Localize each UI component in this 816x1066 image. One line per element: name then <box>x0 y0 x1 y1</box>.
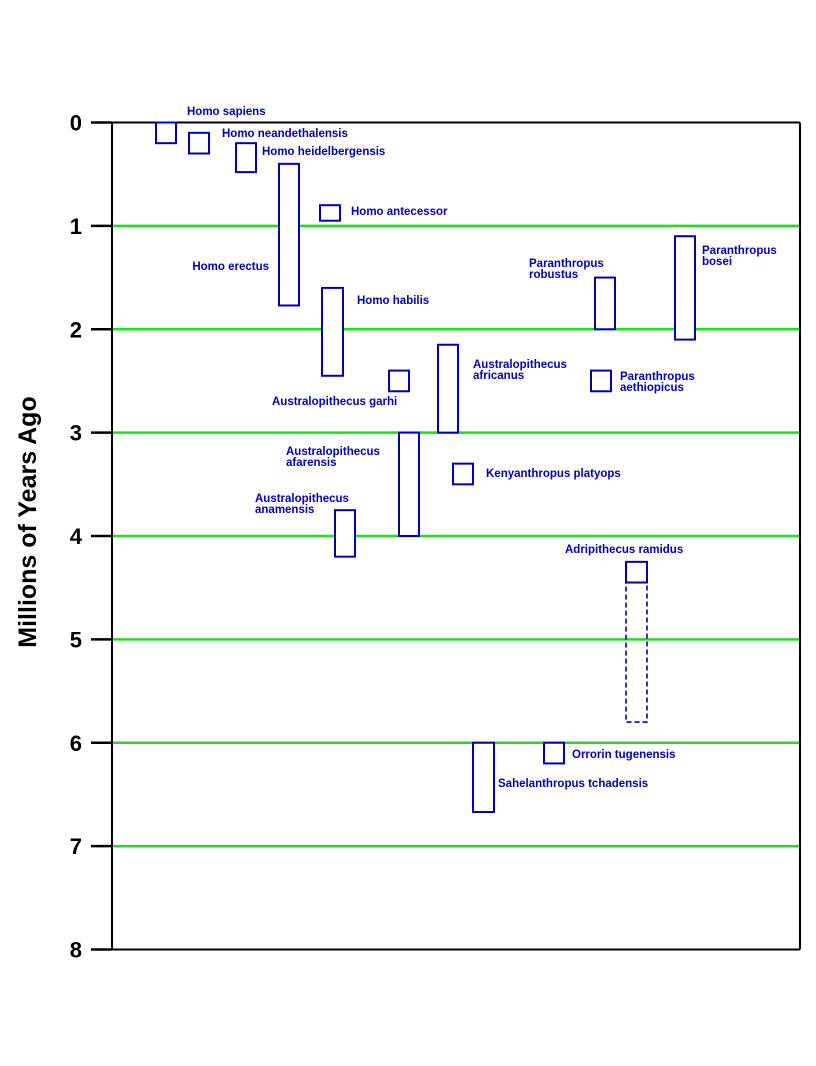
species-label-paranthropus-aethiopicus-0: Paranthropus <box>620 371 695 383</box>
y-tick-label-5: 5 <box>70 627 82 652</box>
species-label-australopithecus-anamensis-0: Australopithecus <box>255 493 349 505</box>
y-tick-label-2: 2 <box>70 317 82 342</box>
species-label-paranthropus-robustus-1: robustus <box>529 269 578 281</box>
range-bar-paranthropus-bosei <box>674 235 696 341</box>
species-label-paranthropus-robustus-0: Paranthropus <box>529 258 604 270</box>
species-label-australopithecus-afarensis-0: Australopithecus <box>286 446 380 458</box>
range-bar-sahelanthropus-tchadensis <box>472 741 495 814</box>
species-label-australopithecus-garhi-0: Australopithecus garhi <box>272 396 397 408</box>
y-tick-label-0: 0 <box>70 111 82 136</box>
species-label-homo-habilis-0: Homo habilis <box>357 295 429 307</box>
range-bar-australopithecus-africanus <box>437 343 459 434</box>
species-label-homo-neandethalensis-0: Homo neandethalensis <box>222 128 348 140</box>
species-label-australopithecus-africanus-1: africanus <box>473 370 524 382</box>
range-bar-homo-habilis <box>321 286 344 377</box>
species-label-homo-sapiens-0: Homo sapiens <box>187 106 266 118</box>
species-label-australopithecus-anamensis-1: anamensis <box>255 504 314 516</box>
range-bar-kenyanthropus-platyops <box>452 462 474 486</box>
species-label-homo-antecessor-0: Homo antecessor <box>351 206 448 218</box>
range-bar-homo-antecessor <box>319 204 341 222</box>
range-bar-homo-erectus <box>278 162 300 307</box>
species-label-homo-erectus-0: Homo erectus <box>192 261 269 273</box>
y-tick-label-7: 7 <box>70 834 82 859</box>
range-bar-uncertain-adripithecus-ramidus <box>625 581 648 723</box>
range-bar-paranthropus-aethiopicus <box>590 369 612 393</box>
species-label-homo-heidelbergensis-0: Homo heidelbergensis <box>262 146 385 158</box>
range-bar-homo-neandethalensis <box>188 131 210 155</box>
y-tick-label-4: 4 <box>70 524 83 549</box>
range-bar-australopithecus-anamensis <box>334 509 356 558</box>
species-label-paranthropus-aethiopicus-1: aethiopicus <box>620 382 684 394</box>
range-bar-orrorin-tugenensis <box>543 741 565 765</box>
y-tick-label-6: 6 <box>70 731 82 756</box>
range-bar-adripithecus-ramidus <box>625 560 648 584</box>
y-tick-label-1: 1 <box>70 214 82 239</box>
range-bar-paranthropus-robustus <box>594 276 616 331</box>
species-label-australopithecus-afarensis-1: afarensis <box>286 457 337 469</box>
y-tick-label-3: 3 <box>70 421 82 446</box>
range-bar-australopithecus-afarensis <box>398 431 420 537</box>
species-label-paranthropus-bosei-0: Paranthropus <box>702 245 777 257</box>
y-tick-label-8: 8 <box>70 938 82 963</box>
range-bar-homo-heidelbergensis <box>235 142 257 174</box>
species-label-adripithecus-ramidus-0: Adripithecus ramidus <box>565 544 683 556</box>
species-label-paranthropus-bosei-1: bosei <box>702 256 732 268</box>
species-label-australopithecus-africanus-0: Australopithecus <box>473 359 567 371</box>
species-label-sahelanthropus-tchadensis-0: Sahelanthropus tchadensis <box>498 778 648 790</box>
species-label-orrorin-tugenensis-0: Orrorin tugenensis <box>572 749 676 761</box>
range-bar-homo-sapiens <box>155 121 177 145</box>
range-bar-australopithecus-garhi <box>388 369 410 393</box>
species-label-kenyanthropus-platyops-0: Kenyanthropus platyops <box>486 468 621 480</box>
y-axis-title: Millions of Years Ago <box>14 396 42 647</box>
